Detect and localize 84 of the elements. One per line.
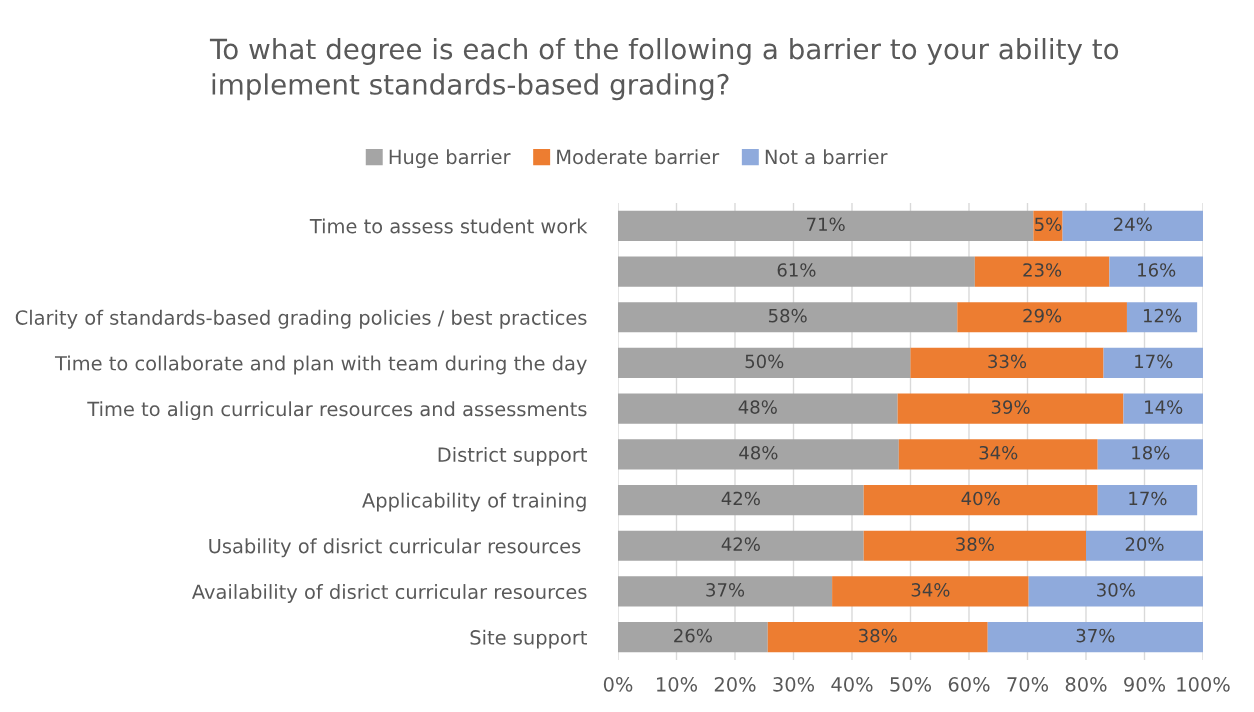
- bar: [974, 256, 1110, 287]
- data-label: 18%: [1132, 445, 1170, 460]
- y-tick-label: Site support: [470, 629, 587, 649]
- y-tick-label: Time to assess student work: [309, 218, 588, 234]
- data-label: 61%: [777, 263, 816, 277]
- bar: [618, 256, 975, 287]
- bar: [987, 622, 1203, 653]
- y-tick-label: Clarity of standards-based grading policies / best practices: [15, 309, 587, 329]
- y-tick-label: District support: [438, 446, 587, 466]
- legend-label: Huge barrier: [389, 149, 511, 169]
- x-tick-label: 50%: [890, 677, 932, 692]
- bar: [618, 393, 898, 424]
- y-tick-label: Time to align curricular resources and assessments: [87, 401, 587, 421]
- bar: [618, 484, 864, 516]
- bar: [618, 530, 864, 561]
- data-label: 42%: [721, 537, 760, 551]
- bar: [1097, 439, 1203, 470]
- x-tick-label: 90%: [1124, 677, 1166, 692]
- x-tick-label: 10%: [657, 677, 698, 692]
- bar: [898, 439, 1098, 470]
- data-label: 5%: [1035, 217, 1062, 232]
- data-label: 34%: [979, 445, 1018, 460]
- bar: [1123, 393, 1203, 424]
- x-tick-label: 80%: [1065, 677, 1107, 692]
- data-label: 33%: [988, 354, 1027, 369]
- bar: [618, 439, 899, 470]
- data-label: 38%: [956, 537, 994, 551]
- data-label: 29%: [1023, 308, 1062, 323]
- data-label: 14%: [1145, 400, 1183, 414]
- y-tick-label: Time to collaborate and plan with team during the day: [54, 355, 587, 375]
- data-label: 17%: [1135, 354, 1173, 369]
- bar: [618, 347, 911, 379]
- x-tick-label: 20%: [714, 677, 756, 692]
- x-tick-label: 60%: [948, 677, 990, 692]
- data-label: 42%: [721, 491, 760, 506]
- bar: [863, 530, 1086, 561]
- legend-label: Not a barrier: [765, 149, 888, 165]
- data-label: 37%: [706, 583, 745, 597]
- data-label: 38%: [859, 628, 897, 643]
- x-tick-label: 30%: [773, 677, 815, 692]
- data-label: 30%: [1097, 583, 1135, 597]
- bar: [767, 622, 988, 653]
- data-label: 24%: [1114, 217, 1152, 232]
- bar: [832, 576, 1029, 607]
- bar: [1126, 302, 1198, 333]
- bar: [1062, 210, 1203, 241]
- data-label: 17%: [1129, 491, 1167, 506]
- bar: [618, 576, 833, 607]
- data-label: 39%: [991, 400, 1030, 414]
- bar: [618, 302, 958, 333]
- data-label: 40%: [961, 491, 1000, 506]
- y-tick-label: Applicability of training: [362, 492, 586, 512]
- bar: [618, 210, 1034, 241]
- y-tick-label: Availability of disrict curricular resources: [191, 584, 587, 603]
- y-tick-label: Usability of disrict curricular resources: [209, 538, 581, 558]
- data-label: 48%: [738, 400, 777, 414]
- data-label: 20%: [1125, 537, 1164, 551]
- x-tick-label: 70%: [1007, 677, 1049, 692]
- bar: [1097, 484, 1198, 516]
- bar: [1033, 210, 1063, 241]
- data-label: 37%: [1076, 628, 1115, 643]
- legend-label: Moderate barrier: [557, 149, 720, 165]
- data-label: 16%: [1138, 263, 1176, 277]
- bar: [957, 302, 1127, 333]
- x-tick-label: 100%: [1177, 677, 1230, 692]
- data-label: 50%: [745, 354, 784, 369]
- bar: [1028, 576, 1203, 607]
- data-label: 58%: [768, 308, 807, 323]
- data-label: 12%: [1143, 308, 1182, 323]
- data-label: 71%: [807, 217, 845, 232]
- bar: [897, 393, 1124, 424]
- bar: [863, 484, 1098, 516]
- bar: [618, 622, 768, 653]
- bar: [1086, 530, 1203, 561]
- data-label: 34%: [911, 583, 950, 597]
- data-label: 23%: [1023, 263, 1062, 277]
- bar: [910, 347, 1104, 379]
- data-label: 48%: [739, 445, 778, 460]
- data-label: 26%: [674, 628, 712, 643]
- x-tick-label: 40%: [831, 677, 873, 692]
- bar: [1103, 347, 1203, 379]
- chart-title: To what degree is each of the following a barrier to your ability to implement standards-based grading?: [209, 38, 1119, 101]
- x-tick-label: 0%: [603, 677, 633, 692]
- bar: [1109, 256, 1203, 287]
